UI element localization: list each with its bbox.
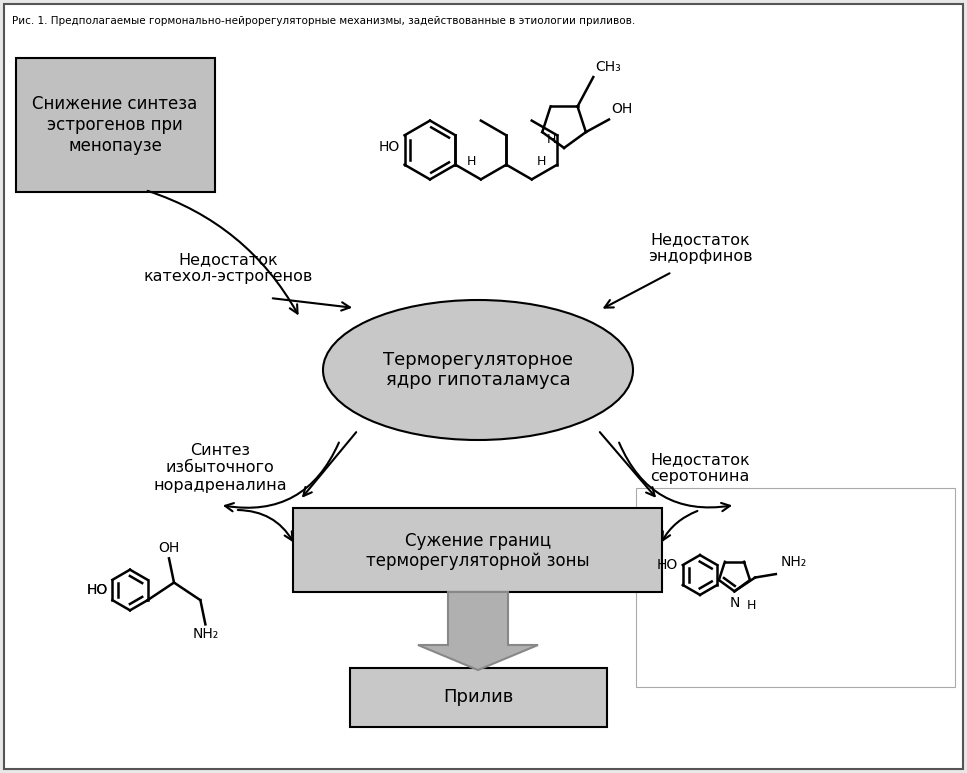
FancyBboxPatch shape — [16, 58, 215, 192]
Text: NH₂: NH₂ — [780, 555, 807, 569]
Text: Прилив: Прилив — [443, 688, 513, 706]
Text: N: N — [729, 596, 740, 611]
Polygon shape — [418, 592, 538, 670]
Text: Недостаток
эндорфинов: Недостаток эндорфинов — [648, 232, 752, 264]
Text: HO: HO — [86, 583, 107, 597]
Text: H: H — [747, 599, 756, 612]
Text: Снижение синтеза
эстрогенов при
менопаузе: Снижение синтеза эстрогенов при менопауз… — [32, 95, 197, 155]
Text: OH: OH — [611, 103, 632, 117]
Text: Рис. 1. Предполагаемые гормонально-нейрорегуляторные механизмы, задействованные : Рис. 1. Предполагаемые гормонально-нейро… — [12, 16, 635, 26]
Text: Недостаток
катехол-эстрогенов: Недостаток катехол-эстрогенов — [143, 252, 312, 284]
Text: Терморегуляторное
ядро гипоталамуса: Терморегуляторное ядро гипоталамуса — [383, 351, 573, 390]
Text: H: H — [546, 133, 556, 146]
Text: CH₃: CH₃ — [596, 60, 621, 74]
Text: HO: HO — [86, 583, 107, 598]
Text: NH₂: NH₂ — [192, 628, 219, 642]
Text: H: H — [537, 155, 546, 168]
FancyBboxPatch shape — [350, 668, 607, 727]
Text: Синтез
избыточного
норадреналина: Синтез избыточного норадреналина — [153, 443, 287, 493]
Text: Недостаток
серотонина: Недостаток серотонина — [650, 451, 749, 484]
FancyBboxPatch shape — [293, 508, 662, 592]
Text: HO: HO — [657, 558, 678, 572]
Text: HO: HO — [378, 141, 399, 155]
Text: OH: OH — [159, 541, 180, 555]
Ellipse shape — [323, 300, 633, 440]
Text: Сужение границ
терморегуляторной зоны: Сужение границ терморегуляторной зоны — [366, 532, 590, 570]
Text: H: H — [466, 155, 476, 168]
